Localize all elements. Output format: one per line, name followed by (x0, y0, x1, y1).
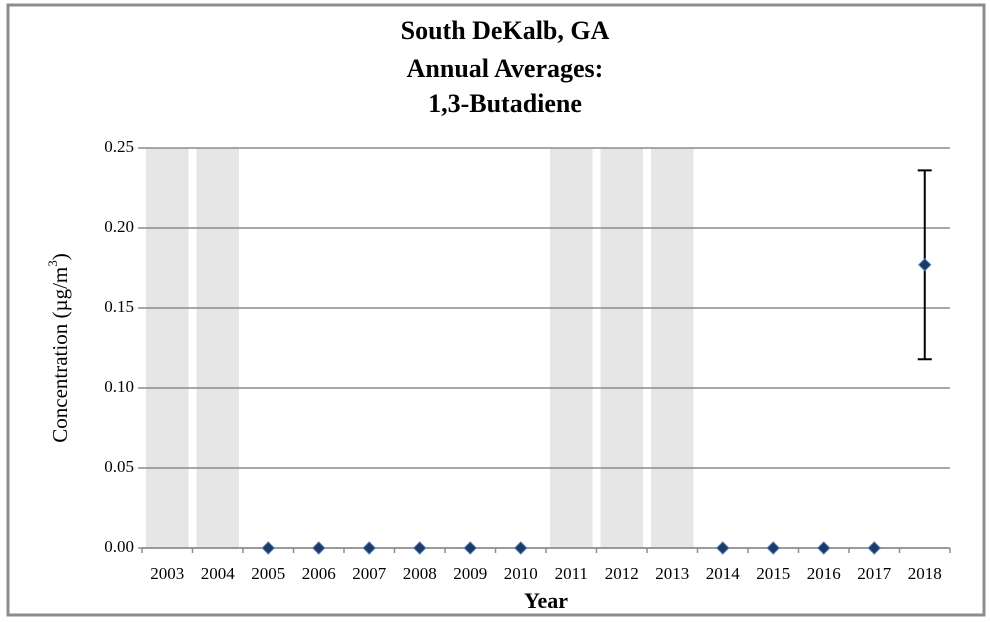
missing-band (600, 148, 643, 548)
marker (918, 258, 932, 272)
x-tick-label: 2011 (555, 564, 588, 583)
y-axis-label: Concentration (µg/m3) (45, 253, 72, 442)
marker (514, 541, 528, 555)
x-tick-label: 2006 (302, 564, 336, 583)
plot-area: 0.00 0.05 0.10 0.15 0.20 0.25 2003 2004 2005 2006… (104, 137, 951, 583)
marker (817, 541, 831, 555)
x-tick-label: 2012 (605, 564, 639, 583)
x-tick-label: 2005 (251, 564, 285, 583)
x-tick-label: 2015 (756, 564, 790, 583)
x-tick-label: 2004 (201, 564, 236, 583)
y-tick-label: 0.00 (104, 537, 134, 556)
marker (463, 541, 477, 555)
chart-title: South DeKalb, GA (401, 16, 610, 45)
y-tick-label: 0.20 (104, 217, 134, 236)
marker (261, 541, 275, 555)
marker (766, 541, 780, 555)
x-tick-label: 2018 (908, 564, 942, 583)
x-tick-label: 2014 (706, 564, 741, 583)
missing-band (550, 148, 593, 548)
y-tick-label: 0.10 (104, 377, 134, 396)
x-tick-label: 2003 (150, 564, 184, 583)
x-axis-label: Year (524, 588, 568, 613)
y-axis-label-sup: 3 (45, 260, 60, 267)
x-tick-label: 2010 (504, 564, 538, 583)
y-tick-label: 0.15 (104, 297, 134, 316)
x-tick-label: 2017 (857, 564, 892, 583)
y-tick-label: 0.05 (104, 457, 134, 476)
x-tick-label: 2007 (352, 564, 387, 583)
missing-band (146, 148, 189, 548)
x-tick-label: 2016 (807, 564, 841, 583)
missing-band (651, 148, 694, 548)
x-tick-label: 2008 (403, 564, 437, 583)
x-tick-label: 2009 (453, 564, 487, 583)
missing-band (196, 148, 239, 548)
y-tick-label: 0.25 (104, 137, 134, 156)
marker (413, 541, 427, 555)
y-axis-label-part: Concentration (µg/m (48, 267, 72, 443)
x-tick-label: 2013 (655, 564, 689, 583)
y-axis-label-part: ) (48, 253, 72, 260)
marker (716, 541, 730, 555)
marker (867, 541, 881, 555)
chart-title: 1,3-Butadiene (428, 89, 582, 118)
chart-title: Annual Averages: (407, 54, 604, 83)
marker (362, 541, 376, 555)
marker (312, 541, 326, 555)
